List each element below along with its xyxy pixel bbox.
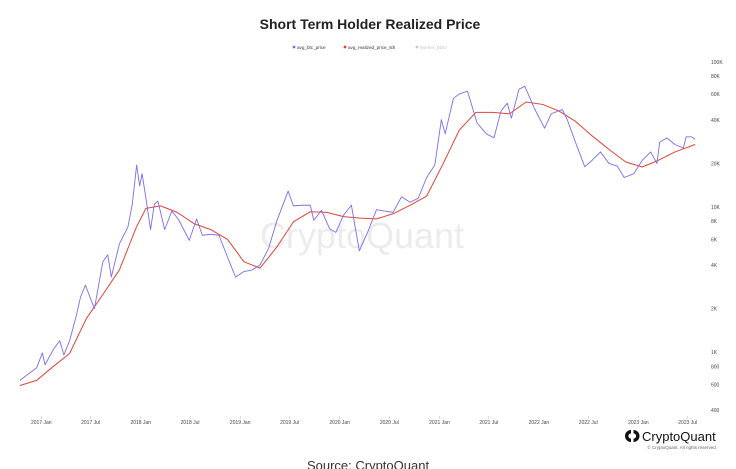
x-tick-label: 2017 Jan [31,420,52,426]
x-tick-label: 2023 Jul [678,420,697,426]
series-line-avg-btc-price [19,85,696,381]
x-axis: 2017 Jan 2017 Jul 2018 Jan 2018 Jul 2019 Jan… [31,416,697,426]
x-tick-label: 2021 Jul [479,420,498,426]
legend-item-price[interactable]: avg_btc_price [292,45,326,50]
x-tick-label: 2022 Jul [579,420,598,426]
legend-marker-realized [343,45,347,49]
legend-item-market[interactable]: Market_DDD [415,45,448,50]
y-axis: 100K 80K 60K 40K 20K 10K 8K 6K 4K 2K 1K 800 600 400 [711,60,723,414]
plot-area: 2017 Jan 2017 Jul 2018 Jan 2018 Jul 2019 Jan… [19,60,723,426]
copyright-text: © CryptoQuant. All rights reserved. [647,444,717,450]
legend-label-price: avg_btc_price [297,45,326,50]
series-line-realized-price-sth [19,101,696,386]
y-tick-label: 10K [711,205,721,211]
x-tick-label: 2018 Jul [181,420,200,426]
x-tick-label: 2021 Jan [429,420,450,426]
x-tick-label: 2022 Jan [529,420,550,426]
y-tick-label: 8K [711,219,718,225]
legend-item-realized[interactable]: avg_realized_price_sth [343,45,396,50]
y-tick-label: 6K [711,237,718,243]
y-tick-label: 60K [711,92,721,98]
legend: avg_btc_price avg_realized_price_sth Mar… [292,45,448,50]
watermark: CryptoQuant [260,215,464,256]
x-tick-label: 2020 Jan [329,420,350,426]
y-tick-label: 4K [711,263,718,269]
brand-name: CryptoQuant [642,429,716,444]
y-tick-label: 20K [711,161,721,167]
legend-marker-price [292,45,296,49]
y-tick-label: 2K [711,307,718,313]
y-tick-label: 40K [711,118,721,124]
series-layer [19,85,696,386]
y-tick-label: 400 [711,408,720,414]
x-tick-label: 2020 Jul [380,420,399,426]
x-tick-label: 2017 Jul [81,420,100,426]
y-tick-label: 1K [711,350,718,356]
x-tick-label: 2019 Jan [230,420,251,426]
legend-marker-market [415,45,419,49]
brand-logo: CryptoQuant [625,429,716,444]
chart-title: Short Term Holder Realized Price [260,16,481,32]
x-tick-label: 2019 Jul [280,420,299,426]
legend-label-market: Market_DDD [420,45,447,50]
y-tick-label: 800 [711,364,720,370]
y-tick-label: 600 [711,382,720,388]
legend-label-realized: avg_realized_price_sth [348,45,396,50]
x-tick-label: 2018 Jan [130,420,151,426]
y-tick-label: 100K [711,60,723,66]
y-tick-label: 80K [711,74,721,80]
x-tick-label: 2023 Jan [628,420,649,426]
source-caption: Source: CryptoQuant [307,458,430,469]
cryptoquant-logo-icon [625,430,640,442]
